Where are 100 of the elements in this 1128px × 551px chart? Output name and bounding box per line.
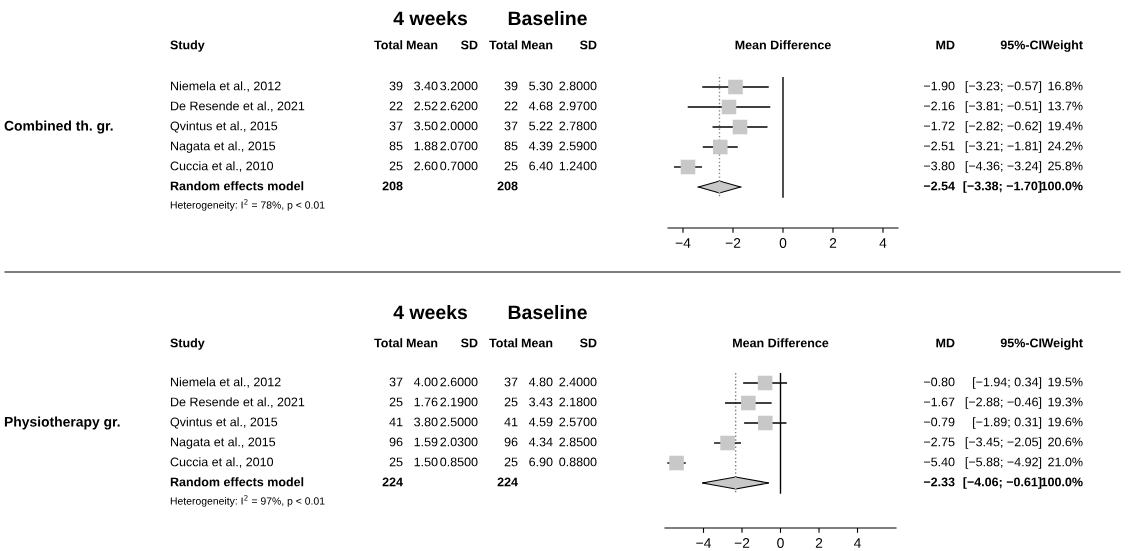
text: 19.4%	[1048, 121, 1083, 131]
text: Mean	[521, 40, 553, 50]
text: 25	[389, 161, 403, 171]
text: [−3.38; −1.70]	[963, 181, 1042, 193]
category-label: De Resende et al., 2021	[171, 101, 305, 112]
text: [−5.88; −4.92]	[965, 457, 1042, 469]
x-tick-label: −2	[725, 238, 741, 248]
text: 21.0%	[1048, 457, 1083, 467]
text: 2.9700	[559, 101, 597, 111]
text: −2.51	[923, 141, 955, 151]
text: Mean	[406, 338, 438, 348]
text: Heterogeneity: I$^{2}$ = 97%, p < 0.01	[170, 495, 325, 507]
text: SD	[460, 338, 478, 348]
text: 85	[389, 141, 403, 151]
text: 2.0300	[440, 437, 478, 447]
text: [−3.81; −0.51]	[965, 101, 1042, 113]
text: Study	[170, 40, 205, 52]
text: 1.2400	[559, 161, 597, 171]
text: 224	[497, 477, 518, 487]
text: 0.8800	[559, 457, 597, 467]
text: SD	[460, 40, 478, 50]
text: [−2.88; −0.46]	[965, 397, 1042, 409]
text: [−3.45; −2.05]	[965, 437, 1042, 449]
text: 208	[497, 181, 518, 191]
point	[741, 395, 756, 411]
y-axis-title: Combined th. gr.	[4, 120, 113, 134]
point	[721, 99, 737, 115]
point	[757, 375, 773, 391]
text: [−4.06; −0.61]	[963, 477, 1042, 489]
text: 1.76	[414, 397, 438, 407]
text: Mean Difference	[735, 40, 831, 50]
text: 22	[504, 101, 518, 111]
x-tick-label: −4	[696, 538, 712, 548]
text: Total	[489, 40, 518, 50]
text: 2.60	[414, 161, 438, 171]
text: 224	[382, 477, 403, 487]
text: 6.40	[529, 161, 553, 171]
category-label: Nagata et al., 2015	[171, 437, 276, 449]
text: Weight	[1041, 40, 1083, 52]
text: Mean Difference	[733, 338, 829, 348]
text: −3.80	[923, 161, 955, 171]
text: 25	[389, 397, 403, 407]
text: 4 weeks	[393, 10, 467, 26]
text: [−3.21; −1.81]	[965, 141, 1042, 153]
text: 3.80	[414, 417, 438, 427]
text: 22	[389, 101, 403, 111]
text: 2.7800	[559, 121, 597, 131]
point	[680, 159, 696, 175]
text: 5.30	[529, 81, 553, 91]
text: 4.80	[528, 377, 553, 387]
text: 19.3%	[1048, 397, 1083, 407]
category-label: Random effects model	[170, 477, 304, 487]
x-tick-label: 0	[777, 538, 784, 548]
text: 2.6200	[440, 101, 478, 111]
text: 25.8%	[1048, 161, 1083, 171]
text: 16.8%	[1048, 81, 1083, 91]
text: 39	[389, 81, 403, 91]
text: Heterogeneity: I$^{2}$ = 78%, p < 0.01	[170, 199, 325, 211]
point	[758, 415, 773, 431]
text: [−1.89; 0.31]	[973, 417, 1042, 429]
point	[669, 455, 684, 471]
text: 2.5900	[559, 141, 597, 151]
text: [−4.36; −3.24]	[965, 161, 1042, 173]
x-tick-label: 0	[779, 238, 787, 248]
category-label: Cuccia et al., 2010	[170, 457, 274, 468]
text: 3.40	[414, 81, 438, 91]
text: 25	[504, 457, 518, 467]
text: SD	[579, 338, 597, 348]
text: 2.5000	[440, 417, 478, 427]
text: 37	[389, 121, 403, 131]
point	[732, 119, 748, 135]
text: MD	[936, 40, 955, 50]
x-tick-label: −2	[734, 538, 750, 548]
text: [−2.82; −0.62]	[965, 121, 1042, 133]
text: −2.75	[923, 437, 955, 447]
text: 2.0700	[440, 141, 478, 151]
category-label: Qvintus et al., 2015	[170, 121, 278, 133]
text: Mean	[406, 40, 438, 50]
text: 96	[504, 437, 518, 447]
text: 4.68	[528, 101, 553, 111]
text: 6.90	[529, 457, 553, 467]
text: 0.8500	[440, 457, 478, 467]
x-tick-label: −4	[675, 238, 691, 248]
point	[712, 139, 728, 155]
text: 95%-CI	[1000, 338, 1042, 348]
text: [−3.23; −0.57]	[965, 81, 1042, 93]
text: 4.34	[528, 437, 553, 447]
text: 41	[389, 417, 403, 427]
text: −1.90	[923, 81, 955, 91]
text: 25	[504, 161, 518, 171]
text: 0.7000	[440, 161, 478, 171]
text: Study	[170, 338, 205, 350]
category-label: Cuccia et al., 2010	[170, 161, 274, 172]
text: Total	[489, 338, 518, 348]
text: −1.72	[923, 121, 955, 131]
point	[728, 79, 743, 95]
text: MD	[936, 338, 955, 348]
category-label: Qvintus et al., 2015	[170, 417, 278, 429]
text: Baseline	[508, 10, 587, 26]
category-label: De Resende et al., 2021	[171, 397, 305, 408]
